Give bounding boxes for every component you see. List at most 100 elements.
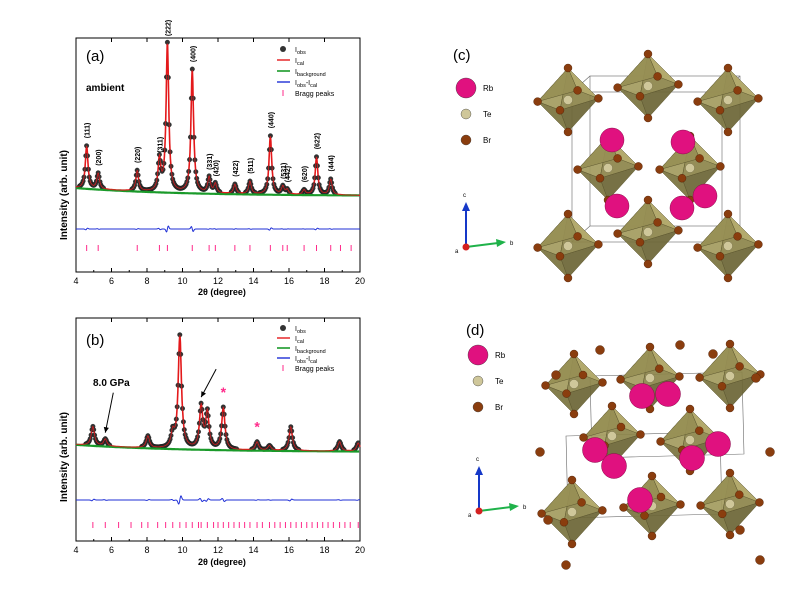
br-atom: [616, 375, 625, 384]
tebr6-octahedron: [616, 199, 658, 235]
atom-legend-te: [460, 108, 472, 120]
br-atom: [723, 209, 733, 219]
br-atom: [567, 539, 577, 549]
tebr6-octahedron: [559, 97, 600, 133]
br-atom: [754, 94, 763, 103]
legend-label: Iobs: [295, 47, 306, 56]
br-atom: [607, 401, 617, 411]
peak-hkl-label: (622): [315, 133, 322, 149]
legend-label: Bragg peaks: [295, 366, 335, 373]
br-atom: [643, 113, 653, 123]
br-atom: [647, 531, 657, 541]
br-atom: [674, 226, 683, 235]
x-tick-label: 18: [319, 545, 329, 555]
tebr6-octahedron: [599, 165, 640, 201]
x-tick-label: 16: [284, 276, 294, 286]
axis-label-c: c: [463, 193, 466, 199]
panel-a-ylabel: Intensity (arb. unit): [59, 150, 70, 240]
peak-hkl-label: (444): [329, 155, 336, 171]
impurity-star: *: [254, 419, 260, 435]
axis-b-head: [509, 503, 519, 511]
panel-b-ylabel: Intensity (arb. unit): [59, 412, 70, 502]
br-atom: [655, 165, 664, 174]
panel-a-plot: 4 6 8 10 12 14 16 18 20 Iobs Ical Ibackground Iobs-I…: [73, 20, 365, 286]
atom-legend-label: Te: [495, 377, 504, 386]
atom-legend-label: Rb: [483, 84, 494, 93]
peak-hkl-label: (440): [268, 112, 275, 128]
br-atom: [735, 490, 744, 499]
x-tick-label: 18: [319, 276, 329, 286]
te-atom: [567, 507, 577, 517]
br-atom: [685, 404, 695, 414]
br-atom: [716, 162, 725, 171]
x-tick-label: 4: [73, 545, 78, 555]
br-atom: [676, 500, 685, 509]
br-atom: [616, 422, 626, 432]
br-atom: [718, 509, 727, 519]
br-atom: [755, 498, 764, 507]
te-atom: [723, 241, 733, 251]
br-atom: [640, 511, 649, 520]
peak-hkl-label: (422): [233, 160, 240, 176]
br-atom: [577, 498, 586, 507]
br-atom: [569, 349, 579, 359]
atom-legend-rb: [467, 344, 489, 366]
br-atom: [695, 426, 704, 435]
atom-legend-br: [472, 401, 484, 413]
rb-atom: [629, 383, 655, 409]
br-atom: [594, 240, 603, 249]
br-atom: [563, 127, 573, 137]
br-atom: [634, 162, 643, 171]
te-atom: [645, 373, 655, 383]
axis-b: [478, 506, 512, 512]
atom-legend-label: Rb: [495, 351, 506, 360]
panel-c-crystal-structure: Rb Te Br c a b: [455, 49, 763, 283]
br-atom: [551, 370, 561, 380]
br-atom: [643, 259, 653, 269]
x-tick-label: 8: [144, 545, 149, 555]
arrow-shaft: [104, 392, 114, 433]
br-atom: [563, 63, 573, 73]
x-tick-label: 14: [248, 545, 258, 555]
br-atom: [696, 501, 705, 510]
x-tick-label: 6: [109, 545, 114, 555]
atom-legend-label: Te: [483, 110, 492, 119]
peak-hkl-label: (400): [190, 46, 197, 62]
panel-b-plot: 4 6 8 10 12 14 16 18 20 IobsIcalIbackgroundIobs-I…: [73, 317, 365, 555]
br-atom: [561, 560, 571, 570]
br-atom: [725, 403, 735, 413]
peak-hkl-label: (111): [85, 123, 92, 139]
br-atom: [754, 240, 763, 249]
br-atom: [613, 83, 622, 92]
br-atom: [573, 232, 582, 241]
panel-b-xlabel: 2θ (degree): [198, 557, 246, 567]
br-atom: [751, 373, 761, 383]
tebr6-octahedron-tilted: [540, 479, 582, 515]
arrow-head: [103, 426, 109, 433]
br-atom: [594, 94, 603, 103]
br-atom: [643, 49, 653, 59]
tebr6-octahedron-tilted: [659, 408, 700, 443]
br-atom: [533, 97, 542, 106]
br-atom: [563, 273, 573, 283]
x-tick-label: 8: [144, 276, 149, 286]
br-atom: [725, 530, 735, 540]
peak-hkl-label: (222): [165, 20, 172, 36]
br-atom: [725, 339, 735, 349]
tebr6-octahedron-tilted: [721, 373, 762, 409]
br-atom: [598, 506, 607, 515]
x-tick-label: 12: [213, 545, 223, 555]
te-atom: [685, 435, 695, 445]
br-atom: [635, 92, 645, 101]
legend-label: Iobs-Ical: [295, 80, 317, 89]
br-atom: [579, 433, 588, 442]
atom-legend-rb: [455, 77, 477, 99]
peak-hkl-label: (311): [157, 137, 164, 153]
br-atom: [541, 381, 550, 390]
br-atom: [595, 174, 605, 183]
br-atom: [675, 340, 685, 350]
tebr6-octahedron: [639, 83, 680, 119]
br-atom: [555, 106, 565, 115]
br-atom: [717, 382, 727, 391]
tebr6-octahedron-tilted: [582, 405, 622, 438]
